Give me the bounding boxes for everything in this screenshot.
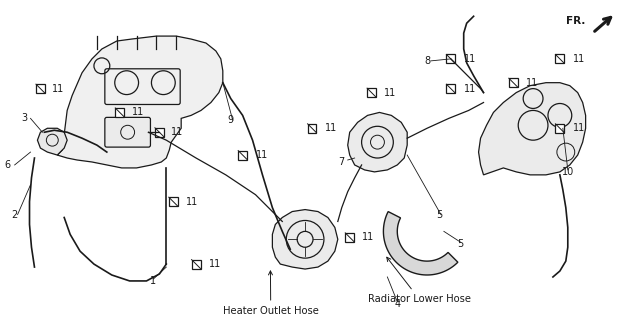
Bar [155, 128, 164, 137]
Text: 11: 11 [132, 108, 144, 117]
Text: 11: 11 [573, 123, 585, 133]
Text: Radiator Lower Hose: Radiator Lower Hose [367, 257, 471, 304]
Bar [115, 108, 124, 117]
Polygon shape [478, 83, 586, 175]
Bar [238, 151, 247, 159]
Polygon shape [384, 212, 458, 275]
Text: 7: 7 [339, 157, 345, 167]
Bar [509, 78, 517, 87]
Text: 11: 11 [325, 123, 337, 133]
Text: 6: 6 [4, 160, 11, 170]
Bar [36, 84, 45, 93]
Text: 9: 9 [228, 115, 234, 125]
Text: 11: 11 [464, 54, 476, 64]
Bar [345, 233, 354, 242]
Text: 11: 11 [186, 196, 198, 207]
Text: 11: 11 [171, 127, 184, 137]
Bar [192, 260, 201, 268]
Bar [446, 84, 456, 93]
Text: 8: 8 [424, 56, 430, 66]
Text: 3: 3 [21, 113, 28, 124]
Text: 11: 11 [384, 88, 397, 98]
Text: 10: 10 [562, 167, 574, 177]
Text: 11: 11 [52, 84, 64, 94]
Text: 11: 11 [573, 54, 585, 64]
Polygon shape [273, 210, 338, 269]
Bar [367, 88, 376, 97]
Text: 5: 5 [457, 239, 464, 249]
Bar [446, 54, 456, 63]
Text: Heater Outlet Hose: Heater Outlet Hose [223, 271, 319, 316]
Text: 5: 5 [436, 210, 442, 220]
Text: 1: 1 [150, 276, 156, 286]
Bar [555, 124, 564, 133]
Text: 11: 11 [256, 150, 268, 160]
Text: 11: 11 [362, 232, 374, 242]
Polygon shape [348, 112, 407, 172]
Bar [168, 197, 178, 206]
Polygon shape [57, 36, 223, 168]
Text: 11: 11 [209, 259, 221, 269]
Text: 4: 4 [394, 299, 400, 309]
Text: FR.: FR. [566, 16, 586, 26]
Text: 11: 11 [526, 78, 538, 88]
Text: 2: 2 [11, 210, 18, 220]
FancyBboxPatch shape [105, 117, 150, 147]
Polygon shape [37, 128, 67, 155]
Text: 11: 11 [464, 84, 476, 94]
Bar [555, 54, 564, 63]
Bar [307, 124, 317, 133]
